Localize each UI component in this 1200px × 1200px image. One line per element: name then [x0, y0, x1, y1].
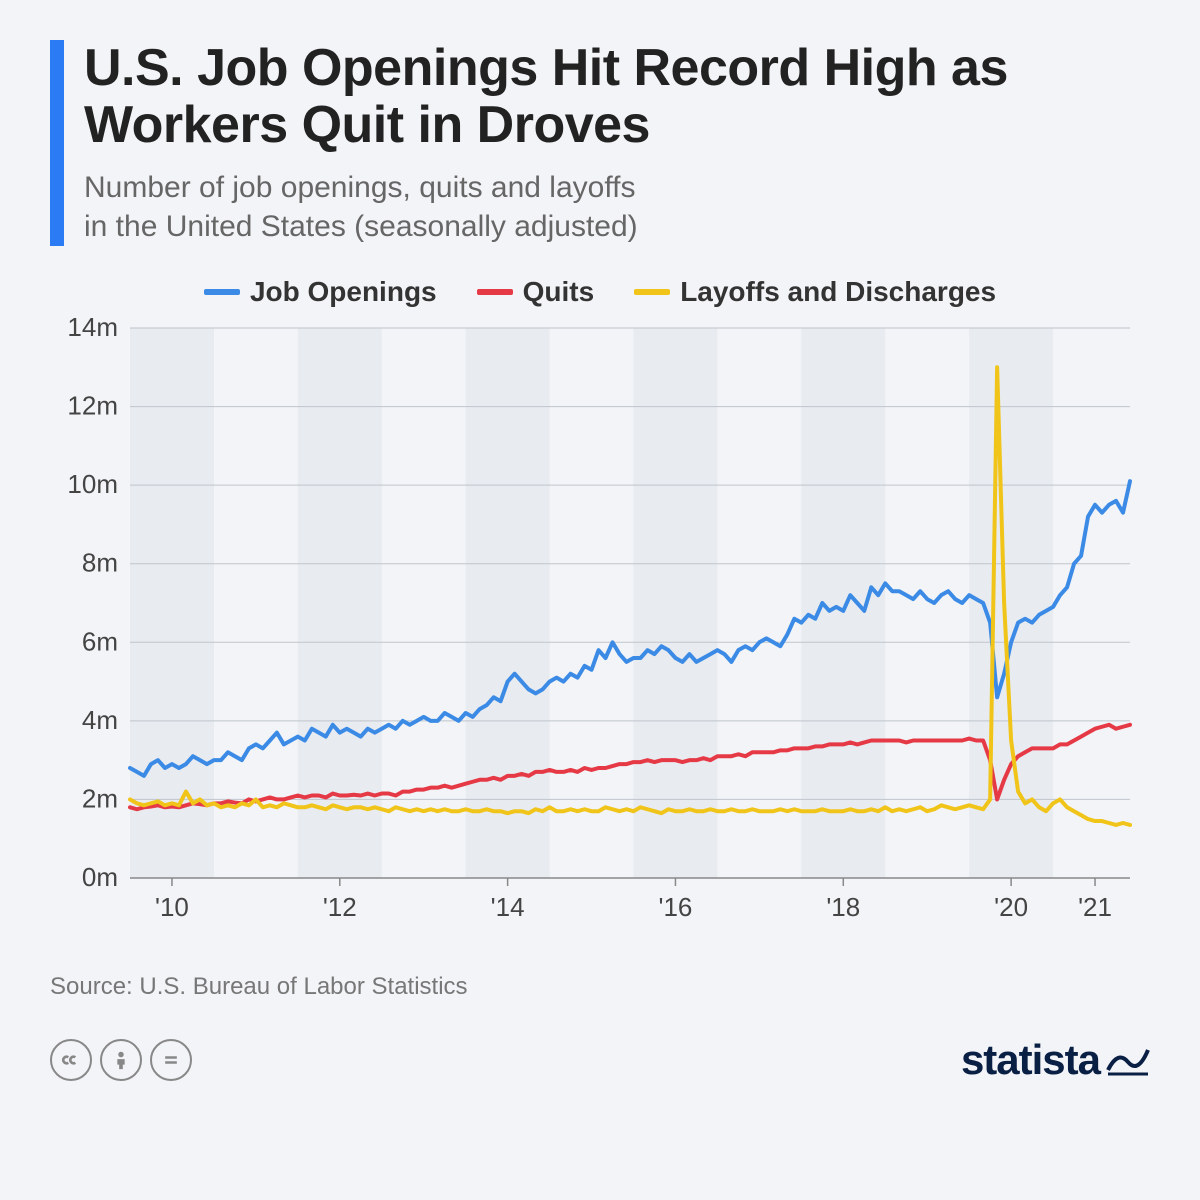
svg-text:'10: '10	[155, 892, 189, 922]
legend: Job Openings Quits Layoffs and Discharges	[50, 276, 1150, 308]
footer: statista	[50, 1036, 1150, 1084]
legend-item: Layoffs and Discharges	[634, 276, 996, 308]
chart-area: 0m 2m 4m 6m 8m 10m 12m 14m '10 '12 '14 '16 '18 '20 '21	[50, 318, 1150, 938]
legend-label: Layoffs and Discharges	[680, 276, 996, 308]
svg-text:6m: 6m	[82, 627, 118, 657]
cc-icon	[50, 1039, 92, 1081]
svg-text:0m: 0m	[82, 862, 118, 892]
svg-text:10m: 10m	[67, 470, 118, 500]
brand-logo: statista	[961, 1036, 1150, 1084]
brand-wave-icon	[1106, 1044, 1150, 1076]
legend-item: Quits	[477, 276, 595, 308]
legend-label: Quits	[523, 276, 595, 308]
svg-text:4m: 4m	[82, 705, 118, 735]
svg-text:'12: '12	[323, 892, 357, 922]
svg-text:14m: 14m	[67, 318, 118, 342]
header: U.S. Job Openings Hit Record High as Wor…	[50, 40, 1150, 246]
chart-title: U.S. Job Openings Hit Record High as Wor…	[84, 40, 1150, 154]
svg-text:'21: '21	[1078, 892, 1112, 922]
brand-text: statista	[961, 1036, 1100, 1084]
accent-bar	[50, 40, 64, 246]
svg-text:8m: 8m	[82, 548, 118, 578]
svg-text:2m: 2m	[82, 784, 118, 814]
by-icon	[100, 1039, 142, 1081]
legend-dash	[477, 289, 513, 295]
svg-text:'14: '14	[491, 892, 525, 922]
svg-text:'18: '18	[826, 892, 860, 922]
svg-text:'16: '16	[659, 892, 693, 922]
line-chart: 0m 2m 4m 6m 8m 10m 12m 14m '10 '12 '14 '16 '18 '20 '21	[50, 318, 1150, 938]
nd-icon	[150, 1039, 192, 1081]
legend-dash	[204, 289, 240, 295]
legend-dash	[634, 289, 670, 295]
legend-label: Job Openings	[250, 276, 437, 308]
source-text: Source: U.S. Bureau of Labor Statistics	[50, 973, 1150, 1001]
cc-license-icons	[50, 1039, 192, 1081]
svg-text:12m: 12m	[67, 391, 118, 421]
chart-subtitle: Number of job openings, quits and layoff…	[84, 168, 1150, 246]
header-text: U.S. Job Openings Hit Record High as Wor…	[84, 40, 1150, 246]
legend-item: Job Openings	[204, 276, 437, 308]
svg-text:'20: '20	[994, 892, 1028, 922]
